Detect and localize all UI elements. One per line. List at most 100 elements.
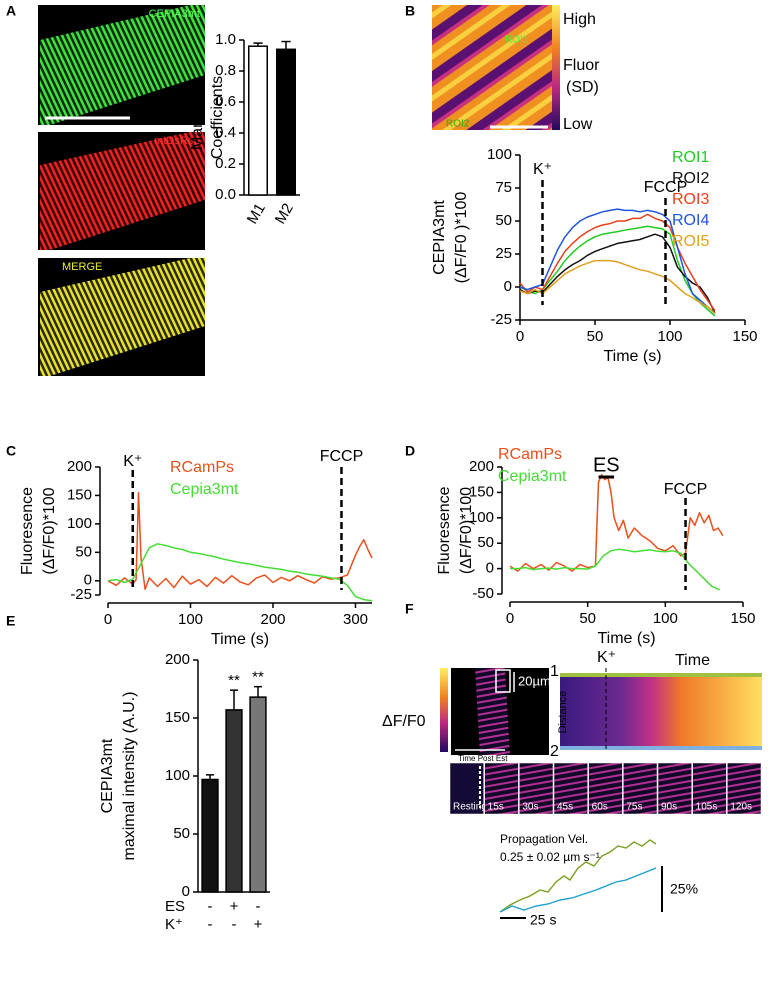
- cell: [40, 132, 205, 250]
- legend-label: ROI1: [672, 149, 709, 166]
- frame: [657, 762, 692, 815]
- annotation-label: ES: [593, 454, 620, 476]
- y-tick-label: 0: [182, 883, 190, 900]
- colorbar-label: ΔF/F0: [382, 713, 426, 730]
- y-axis-label: CEPIA3mt: [99, 738, 116, 813]
- y-tick-label: 50: [495, 212, 512, 229]
- image-caption: Time Post Est: [458, 754, 508, 763]
- y-tick-label: 200: [469, 458, 494, 475]
- y-axis-label: (ΔF/F0)*100: [41, 487, 58, 574]
- colorbar: [552, 5, 560, 130]
- series-line: [107, 491, 373, 591]
- condition-value: +: [230, 898, 239, 915]
- panel-label: B: [405, 3, 415, 19]
- y-tick-label: -25: [70, 586, 92, 603]
- panel-f: ΔF/F0 20µm Time Post Est K⁺ Time 1 2 Dis…: [382, 649, 762, 928]
- panel-label: D: [405, 443, 415, 459]
- annotation-label: FCCP: [644, 179, 688, 196]
- image-label: mtDsRed: [154, 135, 200, 147]
- frame-label: Resting: [453, 802, 487, 813]
- x-tick-label: 0: [506, 610, 514, 627]
- frame-label: 30s: [522, 802, 538, 813]
- frame: [519, 762, 554, 815]
- legend-label: Cepia3mt: [498, 468, 567, 485]
- y-tick-label: 0.0: [215, 186, 236, 203]
- x-tick-label: 50: [579, 610, 596, 627]
- kymo-bottom: 2: [550, 743, 559, 760]
- colorbar: [440, 668, 448, 752]
- velocity-label: Propagation Vel.: [500, 832, 588, 846]
- series-line: [510, 548, 721, 591]
- cell: [40, 258, 205, 376]
- y-tick-label: 150: [469, 483, 494, 500]
- y-axis-label: Mander's: [189, 85, 206, 150]
- x-axis-label: Time (s): [211, 631, 269, 648]
- bar: [276, 48, 296, 196]
- x-tick-label: 100: [657, 328, 682, 345]
- annotation-label: FCCP: [320, 448, 364, 465]
- y-tick-label: 25: [495, 245, 512, 262]
- x-tick-label: 0: [104, 611, 112, 628]
- panel-label: A: [6, 3, 16, 19]
- frame-label: 105s: [696, 802, 718, 813]
- panel-a-images: CEPIA3mt mtDsRed MERGE: [38, 5, 205, 376]
- legend-label: ROI2: [672, 170, 709, 187]
- y-tick-label: 0.8: [215, 62, 236, 79]
- frame: [449, 762, 484, 815]
- velocity-value: 0.25 ± 0.02 µm s⁻¹: [500, 850, 600, 864]
- amp-scale-label: 25%: [670, 881, 698, 897]
- y-tick-label: 1.0: [215, 31, 236, 48]
- y-axis-label: Fluoresence: [436, 486, 453, 574]
- significance: **: [228, 672, 240, 689]
- frame-label: 75s: [626, 802, 642, 813]
- y-tick-label: -50: [472, 585, 494, 602]
- x-tick-label: 100: [178, 611, 203, 628]
- charts: 0.0 0.2 0.4 0.6 0.8 1.0 Mander's Coefficients M1…: [19, 31, 757, 933]
- y-tick-label: 100: [469, 509, 494, 526]
- panel-b-image: ROI1 ROI2 High Fluor (SD) Low: [432, 5, 600, 133]
- frame-label: 45s: [557, 802, 573, 813]
- distance-label: Distance: [557, 691, 569, 734]
- colorbar-label: Low: [563, 116, 593, 133]
- x-tick-label: M1: [244, 200, 269, 227]
- x-tick-label: 0: [516, 328, 524, 345]
- legend-label: ROI3: [672, 191, 709, 208]
- kymograph: [560, 674, 762, 750]
- y-axis-label: Coefficients: [209, 76, 226, 159]
- bar: [201, 778, 219, 893]
- y-tick-label: 200: [165, 651, 190, 668]
- frame: [727, 762, 762, 815]
- y-tick-label: 0: [486, 560, 494, 577]
- x-tick-label: 200: [260, 611, 285, 628]
- kymo-top: 1: [550, 663, 559, 680]
- y-tick-label: 100: [165, 767, 190, 784]
- roi-box: [495, 669, 511, 693]
- condition-value: -: [208, 898, 213, 915]
- y-tick-label: -25: [490, 311, 512, 328]
- x-tick-label: 50: [587, 328, 604, 345]
- series-line: [519, 213, 716, 312]
- y-tick-label: 75: [495, 179, 512, 196]
- panel-label: E: [6, 613, 15, 629]
- panel-label: C: [6, 443, 16, 459]
- y-tick-label: 100: [67, 515, 92, 532]
- annotation-label: K⁺: [533, 161, 552, 178]
- frame-label: 15s: [488, 802, 504, 813]
- condition-value: -: [232, 916, 237, 933]
- condition-value: -: [208, 916, 213, 933]
- x-tick-label: 150: [732, 328, 757, 345]
- y-tick-label: 200: [67, 458, 92, 475]
- time-label: Time: [675, 652, 710, 669]
- series-line: [509, 473, 724, 572]
- colorbar-label: High: [563, 11, 596, 28]
- frame: [553, 762, 588, 815]
- y-tick-label: 50: [173, 825, 190, 842]
- roi-label: ROI2: [446, 119, 470, 130]
- legend-label: Cepia3mt: [170, 481, 239, 498]
- cell: [475, 668, 510, 755]
- y-tick-label: 50: [477, 534, 494, 551]
- y-axis-label: (ΔF/F0 )*100: [453, 192, 470, 284]
- scale-label: 20µm: [518, 673, 551, 688]
- frame: [623, 762, 658, 815]
- y-axis-label: Fluoresence: [19, 487, 36, 575]
